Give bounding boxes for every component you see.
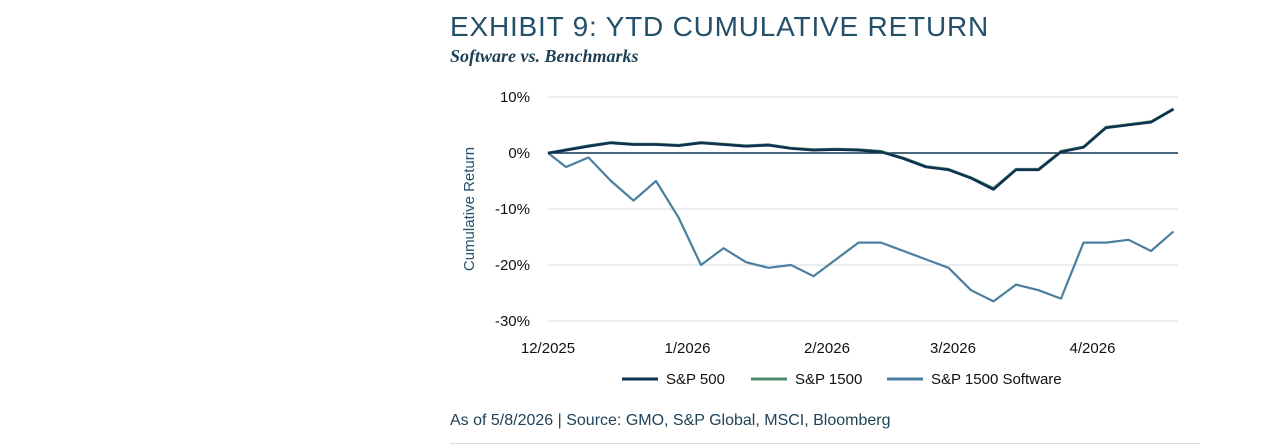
source-footnote: As of 5/8/2026 | Source: GMO, S&P Global…	[450, 412, 891, 429]
y-tick-labels: 10% 0% -10% -20% -30%	[495, 89, 530, 330]
chart-title: EXHIBIT 9: YTD CUMULATIVE RETURN	[450, 11, 990, 42]
legend-label: S&P 1500 Software	[931, 371, 1062, 388]
legend: S&P 500 S&P 1500 S&P 1500 Software	[622, 371, 1062, 388]
x-tick-label: 4/2026	[1070, 340, 1116, 357]
x-tick-label: 1/2026	[665, 340, 711, 357]
y-tick-label: -20%	[495, 257, 530, 274]
x-tick-label: 12/2025	[521, 340, 575, 357]
chart-subtitle: Software vs. Benchmarks	[450, 46, 639, 66]
y-tick-label: 10%	[500, 89, 530, 106]
y-tick-label: 0%	[508, 145, 530, 162]
y-axis-label: Cumulative Return	[461, 147, 478, 271]
series-line-s-p-500	[547, 108, 1175, 191]
footer-divider	[450, 443, 1200, 444]
series-line-s-p-1500-software	[547, 152, 1175, 303]
legend-label: S&P 500	[666, 371, 725, 388]
y-tick-label: -10%	[495, 201, 530, 218]
y-tick-label: -30%	[495, 313, 530, 330]
legend-label: S&P 1500	[795, 371, 862, 388]
gridlines	[548, 96, 1178, 322]
series-lines	[547, 107, 1175, 303]
x-tick-label: 2/2026	[804, 340, 850, 357]
x-tick-labels: 12/2025 1/2026 2/2026 3/2026 4/2026	[521, 340, 1116, 357]
x-tick-label: 3/2026	[930, 340, 976, 357]
